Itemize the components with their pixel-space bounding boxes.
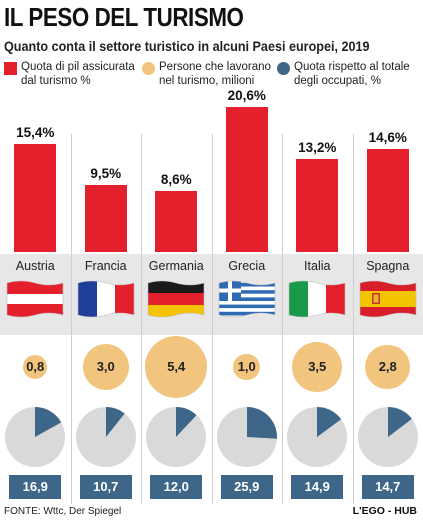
- pie-austria: [5, 407, 66, 467]
- red-square-icon: [4, 62, 17, 75]
- pie-germania: [146, 407, 207, 467]
- spain-flag-icon: [359, 280, 417, 318]
- pie-slice-grecia: [246, 407, 277, 439]
- people-value-francia: 3,0: [96, 359, 115, 374]
- share-value-grecia: 25,9: [220, 475, 273, 499]
- people-circle-italia: [292, 342, 343, 392]
- pie-italia: [287, 407, 348, 467]
- column-divider: [282, 134, 283, 504]
- column-divider: [353, 134, 354, 504]
- pie-francia: [75, 407, 136, 467]
- bar-spagna: [366, 149, 409, 252]
- pie-grecia: [216, 407, 277, 467]
- people-circle-austria: [23, 355, 48, 379]
- pie-slice-austria: [35, 407, 62, 437]
- bar-label-austria: 15,4%: [16, 124, 55, 140]
- france-flag-icon: [77, 280, 135, 318]
- legend-label-people: Persone che lavorano nel turismo, milion…: [159, 61, 271, 87]
- pie-slice-germania: [176, 407, 197, 437]
- people-value-austria: 0,8: [26, 359, 45, 374]
- column-divider: [141, 134, 142, 504]
- pie-spagna: [357, 407, 418, 467]
- people-circle-francia: [82, 343, 129, 391]
- people-circle-germania: [145, 336, 208, 398]
- country-name-italia: Italia: [304, 259, 331, 273]
- bar-label-germania: 8,6%: [160, 172, 192, 188]
- share-value-germania: 12,0: [150, 475, 203, 499]
- bar-label-spagna: 14,6%: [368, 130, 407, 146]
- bar-francia: [84, 185, 127, 252]
- source-note: FONTE: Wttc, Der Spiegel: [4, 506, 122, 517]
- blue-pie-icon: [277, 62, 290, 75]
- pie-slice-francia: [105, 407, 125, 437]
- publisher-logo: L'EGO - HUB: [352, 505, 417, 517]
- legend-label-gdp: Quota di pil assicurata dal turismo %: [21, 61, 135, 87]
- share-value-italia: 14,9: [291, 475, 344, 499]
- country-name-austria: Austria: [15, 259, 55, 273]
- bar-italia: [296, 159, 339, 252]
- page-subtitle: Quanto conta il settore turistico in alc…: [4, 38, 370, 54]
- legend: Quota di pil assicurata dal turismo % Pe…: [0, 60, 423, 100]
- bar-austria: [14, 143, 57, 252]
- people-circle-spagna: [365, 344, 411, 390]
- germany-flag-icon: [147, 280, 205, 318]
- people-value-grecia: 1,0: [237, 359, 256, 374]
- orange-circle-icon: [142, 62, 155, 75]
- column-divider: [71, 134, 72, 504]
- share-value-francia: 10,7: [79, 475, 132, 499]
- bar-grecia: [225, 107, 268, 252]
- country-name-francia: Francia: [84, 259, 127, 273]
- column-divider: [212, 134, 213, 504]
- pie-slice-italia: [317, 407, 342, 437]
- pie-slice-spagna: [387, 407, 412, 437]
- bar-label-francia: 9,5%: [90, 166, 122, 182]
- country-name-germania: Germania: [148, 259, 204, 273]
- country-band: [0, 254, 423, 335]
- country-name-spagna: Spagna: [366, 259, 410, 273]
- bar-label-grecia: 20,6%: [227, 88, 266, 103]
- italy-flag-icon: [288, 280, 346, 318]
- bar-label-italia: 13,2%: [298, 140, 337, 156]
- share-value-austria: 16,9: [9, 475, 62, 499]
- austria-flag-icon: [6, 280, 64, 318]
- share-value-spagna: 14,7: [361, 475, 414, 499]
- people-value-spagna: 2,8: [378, 359, 397, 374]
- page-title: IL PESO DEL TURISMO: [4, 2, 244, 32]
- greece-flag-icon: [218, 280, 276, 318]
- bar-germania: [155, 191, 198, 252]
- country-name-grecia: Grecia: [228, 259, 266, 273]
- legend-label-share: Quota rispetto al totale degli occupati,…: [294, 61, 410, 87]
- people-value-germania: 5,4: [167, 359, 186, 374]
- people-value-italia: 3,5: [308, 359, 327, 374]
- people-circle-grecia: [233, 353, 261, 381]
